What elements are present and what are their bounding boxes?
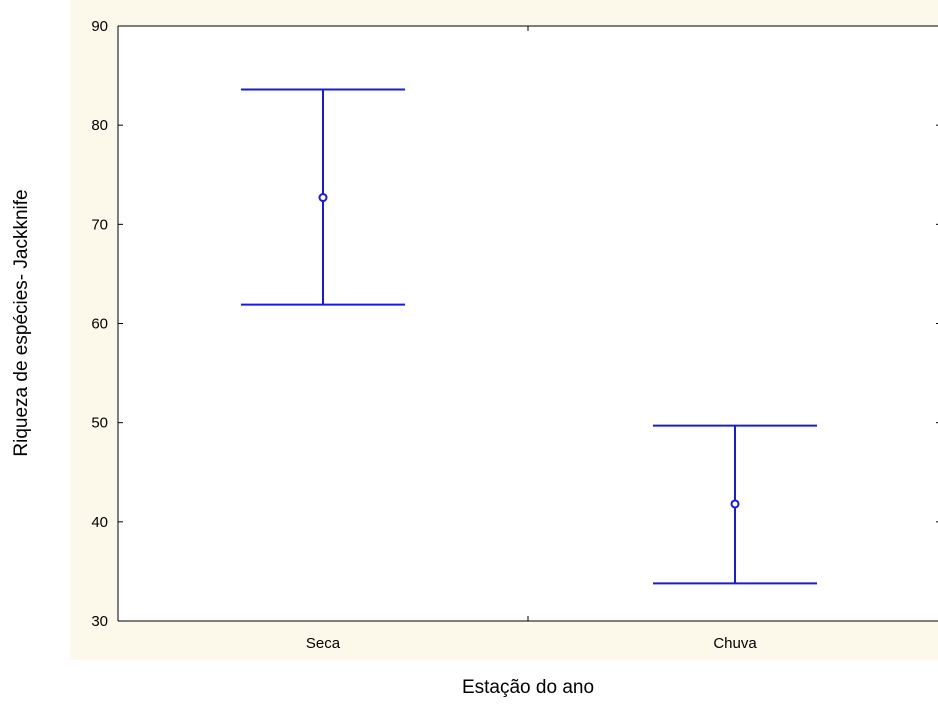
y-tick-label: 70 xyxy=(91,216,108,233)
y-tick-label: 30 xyxy=(91,613,108,630)
y-tick-label: 50 xyxy=(91,415,108,432)
data-marks xyxy=(241,88,817,585)
plot-area xyxy=(118,26,938,621)
y-tick-label: 80 xyxy=(91,117,108,134)
y-tick-label: 40 xyxy=(91,514,108,531)
x-tick-label: Seca xyxy=(306,635,341,652)
y-tick-label: 90 xyxy=(91,18,108,35)
y-axis-label: Riqueza de espécies- Jackknife xyxy=(11,189,32,456)
x-axis-ticks: Seca Chuva xyxy=(306,26,757,652)
y-tick-label: 60 xyxy=(91,316,108,333)
x-axis-label: Estação do ano xyxy=(462,677,594,698)
x-tick-label: Chuva xyxy=(713,635,757,652)
mean-point xyxy=(318,193,328,203)
mean-point xyxy=(730,499,740,509)
y-axis-ticks: 30 40 50 60 70 80 90 xyxy=(91,18,938,630)
